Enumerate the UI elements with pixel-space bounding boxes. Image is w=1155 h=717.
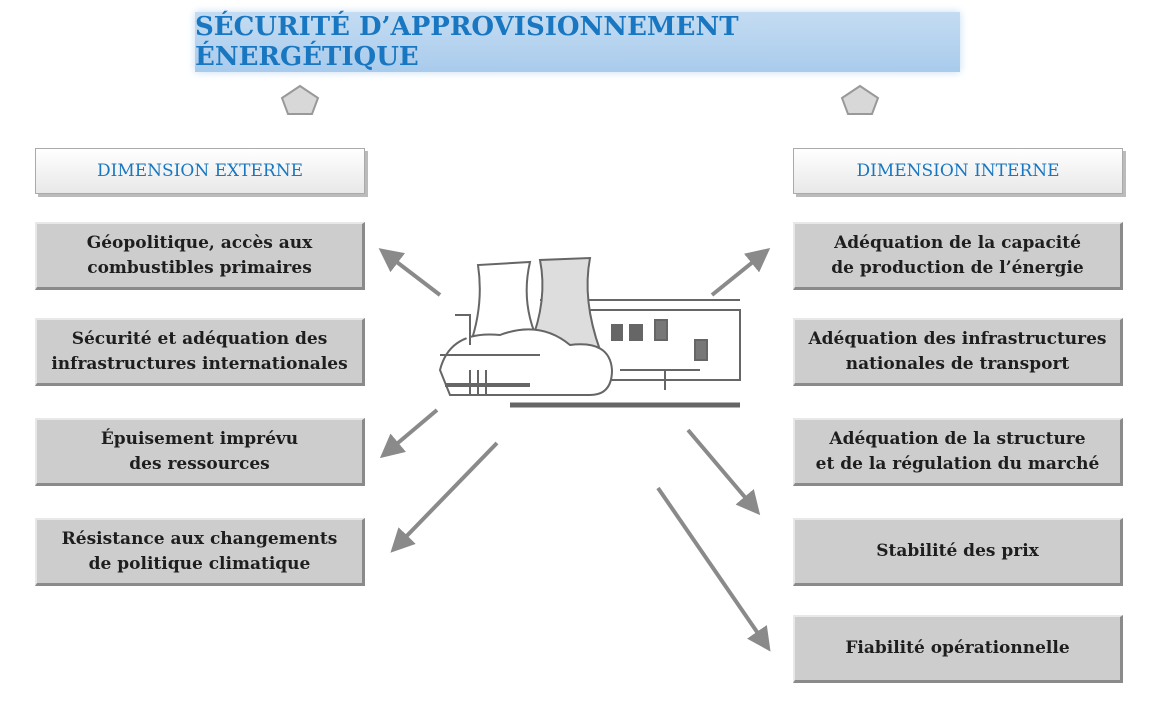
section-header: DIMENSION EXTERNE bbox=[35, 148, 365, 194]
item-text: et de la régulation du marché bbox=[816, 452, 1100, 477]
section-header: DIMENSION INTERNE bbox=[793, 148, 1123, 194]
item-text: Adéquation des infrastructures bbox=[808, 327, 1106, 352]
item-text: de production de l’énergie bbox=[831, 256, 1083, 281]
item-text: Fiabilité opérationnelle bbox=[845, 636, 1069, 661]
item-text: Sécurité et adéquation des bbox=[72, 327, 328, 352]
item-text: combustibles primaires bbox=[87, 256, 312, 281]
item-text: Adéquation de la structure bbox=[829, 427, 1085, 452]
item-text: nationales de transport bbox=[846, 352, 1070, 377]
connector-shapes bbox=[282, 86, 878, 114]
item-text: Géopolitique, accès aux bbox=[87, 231, 313, 256]
diagram: SÉCURITÉ D’APPROVISIONNEMENT ÉNERGÉTIQUE… bbox=[0, 0, 1155, 717]
item-text: Épuisement imprévu bbox=[101, 427, 298, 452]
item-text: Résistance aux changements bbox=[62, 527, 338, 552]
item-text: de politique climatique bbox=[89, 552, 311, 577]
power-plant-illustration bbox=[440, 258, 740, 405]
item-box: Fiabilité opérationnelle bbox=[793, 615, 1123, 683]
item-box: Stabilité des prix bbox=[793, 518, 1123, 586]
item-text: Adéquation de la capacité bbox=[834, 231, 1081, 256]
item-text: infrastructures internationales bbox=[51, 352, 347, 377]
title: SÉCURITÉ D’APPROVISIONNEMENT ÉNERGÉTIQUE bbox=[195, 12, 960, 72]
item-text: des ressources bbox=[129, 452, 270, 477]
item-text: Stabilité des prix bbox=[876, 539, 1039, 564]
